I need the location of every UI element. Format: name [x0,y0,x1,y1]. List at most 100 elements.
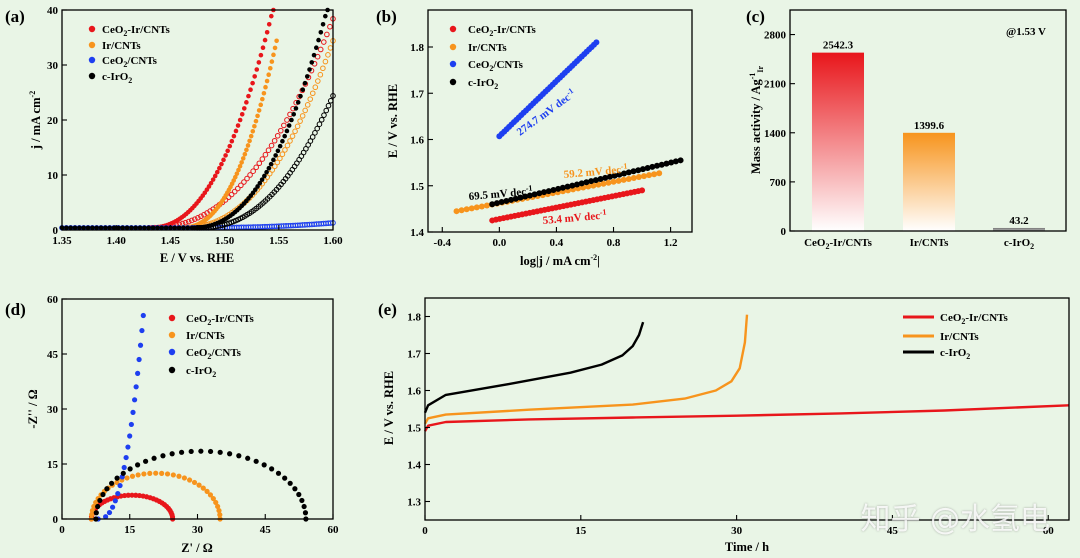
data-point [291,111,297,117]
data-point [588,178,595,185]
data-point [602,174,609,181]
data-point [262,173,267,179]
y-tick-label: 2800 [764,30,787,42]
data-point [297,118,303,124]
y-tick-label: 20 [47,115,59,127]
panel-e-frame [424,297,1070,521]
legend-marker [449,25,457,33]
data-point [141,471,147,477]
legend-marker [168,366,176,374]
data-point [272,45,278,51]
data-point [221,157,226,163]
y-tick-label: 0 [53,514,59,526]
y-tick-label: 1.5 [407,423,421,435]
series-line [423,314,749,425]
legend-label: CeO2-Ir/CNTs [186,313,254,327]
data-point [250,168,256,175]
x-tick-label: 0.8 [607,237,621,249]
data-point [133,492,139,498]
legend-marker [88,56,96,64]
data-point [321,112,327,118]
data-point [313,45,319,51]
data-point [260,96,265,102]
data-point [131,397,138,403]
data-point [620,176,627,183]
legend-label: CeO2-Ir/CNTs [940,312,1008,326]
panel-d-label: (d) [5,300,26,319]
y-tick-label: 60 [47,294,59,306]
data-point [555,185,562,192]
data-point [191,479,198,486]
data-point [292,486,298,492]
data-point [639,187,646,194]
panel-d-legend: CeO2-Ir/CNTs Ir/CNTs CeO2/CNTs c-IrO2 [168,313,254,379]
data-point [93,499,99,506]
data-point [120,470,126,476]
panel-a-y-ticks: 0 10 20 30 40 [47,5,67,237]
panel-b-legend: CeO2-Ir/CNTs Ir/CNTs CeO2/CNTs c-IrO2 [449,24,536,91]
data-point [324,31,330,38]
data-point [106,509,113,516]
data-point [307,96,314,102]
panel-b-plot-area [453,39,684,224]
data-point [233,128,239,134]
x-tick-label: 1.40 [107,235,127,247]
panel-a-legend: CeO2-Ir/CNTs Ir/CNTs CeO2/CNTs c-IrO2 [88,24,170,85]
x-tick-label: 45 [260,524,272,536]
data-point [261,90,267,96]
data-point [248,133,254,139]
data-point [564,183,571,190]
legend-label: c-IrO2 [186,365,216,379]
x-tick-label: 45 [887,525,899,537]
data-point [640,173,647,180]
data-point [517,194,524,201]
data-point [597,175,604,182]
legend-item: CeO2-Ir/CNTs [88,24,170,38]
data-point [277,155,283,162]
data-point [545,188,552,195]
data-point [296,491,302,498]
data-point [229,138,235,144]
data-point [277,143,283,149]
data-point [117,482,123,489]
data-point [236,167,241,173]
data-point [304,102,311,108]
legend-marker [449,60,457,68]
data-point [210,177,216,182]
data-point [242,151,248,157]
y-tick-label: 1.5 [410,181,424,193]
legend-marker [168,331,176,339]
y-tick-label: 30 [47,404,59,416]
data-point [253,458,259,464]
data-point [191,216,198,222]
data-point [271,52,276,58]
legend-label: c-IrO2 [102,71,132,85]
slope-label-irO2: 69.5 mV dec-1 [468,183,533,203]
data-point [630,175,637,182]
data-point [195,215,201,221]
data-point [503,197,510,204]
y-tick-label: 700 [770,177,787,189]
legend-item: CeO2-Ir/CNTs [449,24,536,38]
panel-c-ylabel: Mass activity / Ag-1Ir [748,65,765,174]
legend-marker [449,78,457,86]
data-point [150,225,156,231]
data-point [280,138,285,144]
data-point [133,384,139,390]
x-tick-label: 15 [124,524,136,536]
data-point [260,45,266,51]
data-point [268,142,275,149]
data-point [110,504,116,510]
data-point [232,174,238,180]
data-point [125,444,131,450]
data-point [257,180,263,186]
panel-c-condition: @1.53 V [1006,26,1046,38]
data-point [244,147,249,153]
data-point [625,169,632,176]
data-point [262,37,268,43]
data-point [656,170,663,177]
data-point [129,473,136,479]
data-point [630,168,637,175]
data-point [129,492,135,498]
